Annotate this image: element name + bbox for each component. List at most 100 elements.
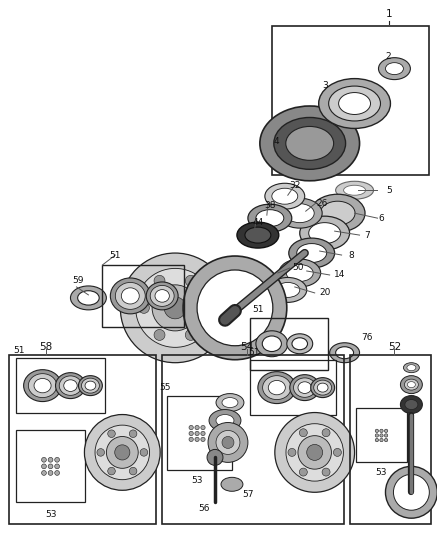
Circle shape — [195, 437, 199, 441]
Text: 51: 51 — [110, 251, 121, 260]
Text: 53: 53 — [376, 468, 387, 477]
Ellipse shape — [261, 285, 268, 291]
Ellipse shape — [300, 216, 350, 250]
Ellipse shape — [274, 117, 346, 169]
Ellipse shape — [78, 290, 99, 305]
Ellipse shape — [237, 310, 243, 316]
Ellipse shape — [403, 362, 419, 373]
Text: 32: 32 — [289, 181, 300, 190]
Circle shape — [375, 434, 378, 437]
Circle shape — [380, 429, 383, 433]
Ellipse shape — [405, 400, 418, 409]
Ellipse shape — [314, 380, 332, 395]
Circle shape — [385, 429, 388, 433]
Text: 58: 58 — [39, 342, 52, 352]
Ellipse shape — [289, 238, 335, 268]
Circle shape — [129, 430, 137, 438]
Ellipse shape — [330, 343, 360, 362]
Bar — [16, 431, 85, 502]
Ellipse shape — [115, 282, 145, 309]
Ellipse shape — [110, 278, 150, 314]
Circle shape — [385, 434, 388, 437]
Ellipse shape — [378, 58, 410, 79]
Text: 6: 6 — [378, 214, 385, 223]
Ellipse shape — [247, 300, 253, 306]
Ellipse shape — [287, 334, 313, 354]
Circle shape — [108, 467, 115, 475]
Ellipse shape — [28, 374, 57, 398]
Circle shape — [152, 285, 198, 331]
Circle shape — [201, 431, 205, 435]
Ellipse shape — [263, 376, 291, 400]
Circle shape — [393, 474, 429, 510]
Circle shape — [108, 430, 115, 438]
Text: 7: 7 — [365, 231, 371, 240]
Bar — [250, 360, 336, 415]
Text: 8: 8 — [349, 251, 354, 260]
Ellipse shape — [256, 209, 284, 227]
Circle shape — [208, 423, 248, 462]
Circle shape — [275, 413, 355, 492]
Text: 38: 38 — [264, 201, 276, 209]
Ellipse shape — [256, 331, 288, 357]
Ellipse shape — [78, 376, 102, 395]
Circle shape — [185, 329, 196, 341]
Circle shape — [115, 445, 130, 460]
Ellipse shape — [272, 188, 298, 204]
Bar — [102, 265, 184, 327]
Circle shape — [97, 449, 105, 456]
Circle shape — [154, 329, 165, 341]
Ellipse shape — [81, 378, 99, 393]
Text: 14: 14 — [334, 270, 345, 279]
Bar — [272, 26, 429, 175]
Text: 55: 55 — [159, 383, 171, 392]
Bar — [167, 395, 232, 470]
Circle shape — [298, 435, 332, 469]
Ellipse shape — [222, 398, 238, 408]
Ellipse shape — [216, 393, 244, 411]
Circle shape — [55, 471, 60, 475]
Circle shape — [95, 425, 150, 480]
Text: 20: 20 — [319, 288, 330, 297]
Circle shape — [195, 425, 199, 430]
Circle shape — [42, 464, 46, 469]
Text: 44: 44 — [252, 217, 264, 227]
Ellipse shape — [121, 288, 139, 304]
Ellipse shape — [260, 106, 360, 181]
Text: 52: 52 — [388, 342, 401, 352]
Circle shape — [48, 457, 53, 462]
Circle shape — [375, 439, 378, 442]
Ellipse shape — [400, 376, 422, 393]
Ellipse shape — [310, 194, 365, 232]
Circle shape — [106, 437, 138, 469]
Text: 76: 76 — [361, 333, 372, 342]
Text: 59: 59 — [73, 277, 84, 286]
Ellipse shape — [343, 185, 366, 195]
Circle shape — [197, 270, 273, 346]
Ellipse shape — [292, 338, 307, 350]
Text: 3: 3 — [322, 81, 328, 90]
Circle shape — [333, 448, 341, 456]
Ellipse shape — [339, 93, 371, 115]
Ellipse shape — [320, 201, 355, 225]
Circle shape — [129, 467, 137, 475]
Text: 5: 5 — [387, 185, 392, 195]
Ellipse shape — [407, 365, 416, 370]
Circle shape — [299, 468, 307, 476]
Ellipse shape — [290, 375, 320, 401]
Ellipse shape — [298, 382, 311, 393]
Circle shape — [55, 457, 60, 462]
Ellipse shape — [317, 383, 328, 392]
Ellipse shape — [221, 478, 243, 491]
Circle shape — [322, 429, 330, 437]
Text: 4: 4 — [274, 137, 279, 146]
Ellipse shape — [407, 382, 415, 387]
Ellipse shape — [268, 381, 285, 395]
Text: 53: 53 — [191, 476, 203, 485]
Circle shape — [164, 297, 186, 319]
Circle shape — [189, 431, 193, 435]
Circle shape — [207, 449, 223, 465]
Ellipse shape — [56, 373, 85, 399]
Circle shape — [48, 464, 53, 469]
Circle shape — [307, 445, 323, 461]
